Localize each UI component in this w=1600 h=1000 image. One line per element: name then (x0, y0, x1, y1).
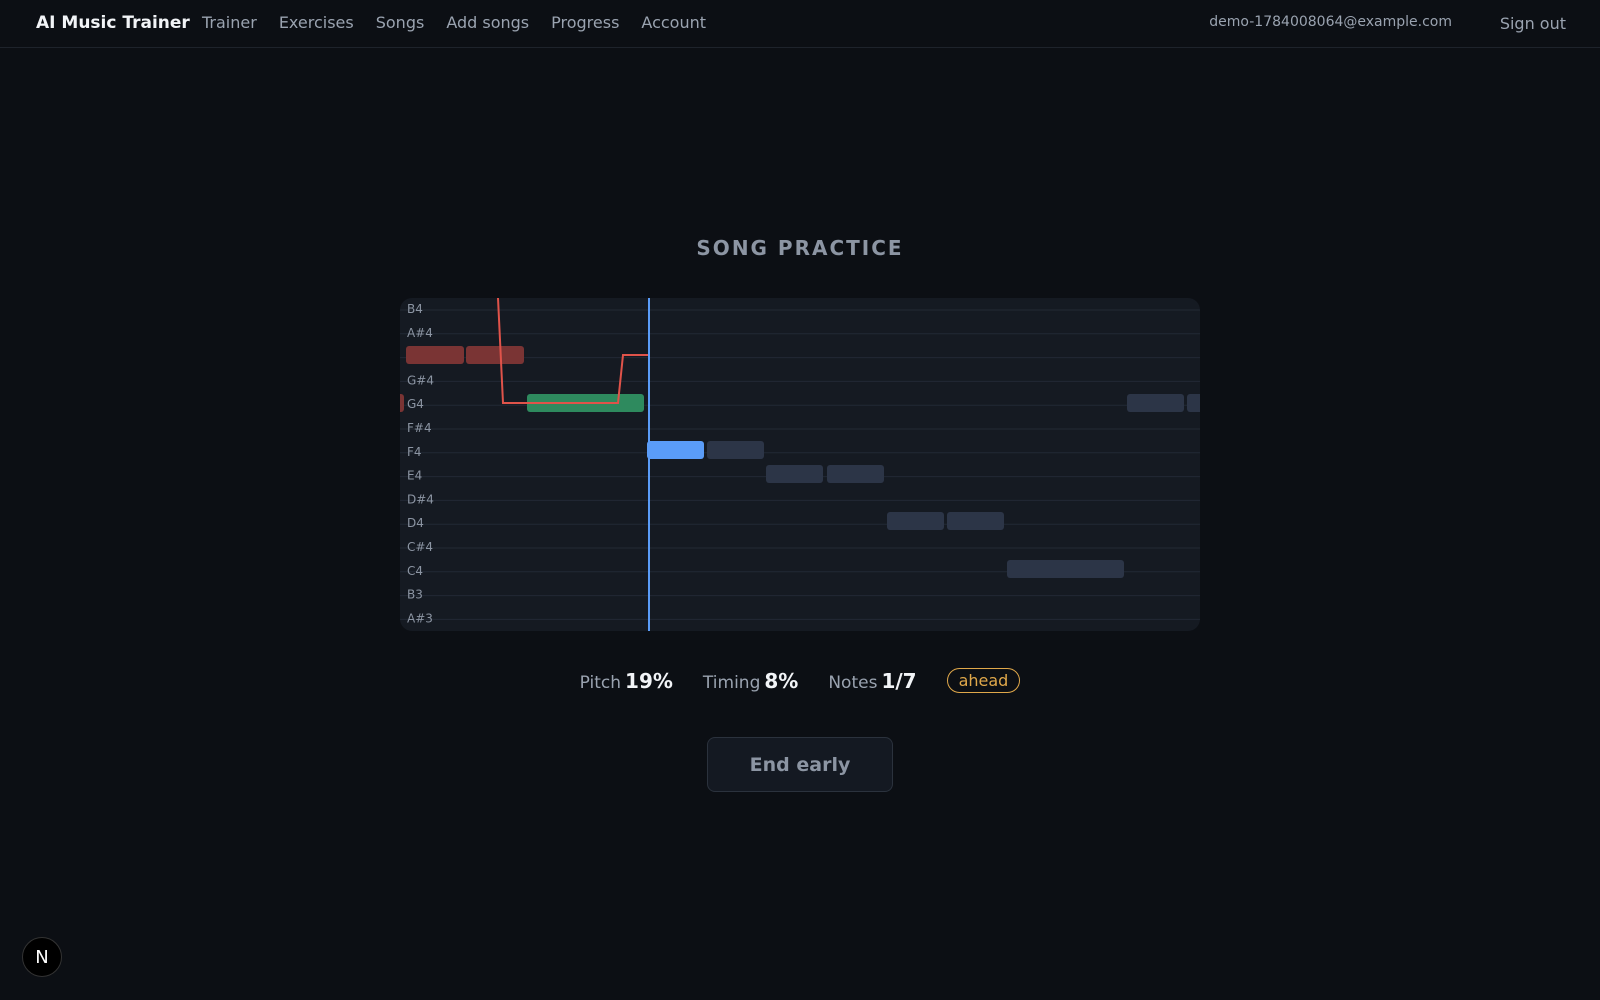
pitch-label: D#4 (407, 492, 434, 506)
pitch-label: F#4 (407, 421, 432, 435)
pitch-label: G4 (407, 397, 424, 411)
sung-pitch-line (497, 298, 649, 404)
page-title: SONG PRACTICE (696, 236, 904, 260)
stat-label: Notes (828, 672, 878, 693)
navbar: AI Music Trainer Trainer Exercises Songs Ad… (0, 0, 1600, 48)
pitch-label: G#4 (407, 373, 434, 387)
end-early-button[interactable]: End early (707, 737, 893, 792)
stats: Pitch 19% Timing 8% Notes 1/7 ahead (0, 668, 1600, 693)
stat-value: 1/7 (881, 668, 917, 693)
nav-link[interactable]: Exercises (278, 13, 354, 32)
stat-value: 19% (625, 668, 673, 693)
nav-links: Trainer Exercises Songs Add songs Progress Ac… (202, 13, 706, 32)
pitch-label: B3 (407, 588, 423, 602)
pitch-label: D4 (407, 516, 424, 530)
pitch-label: F4 (407, 445, 422, 459)
pitch-label: A#4 (407, 326, 433, 340)
stat-value: 8% (764, 668, 799, 693)
nav-link[interactable]: Trainer (202, 13, 257, 32)
pitch-label: E4 (407, 469, 422, 483)
stat-label: Timing (702, 672, 761, 693)
nav-link[interactable]: Progress (551, 13, 620, 32)
nav-link[interactable]: Songs (375, 13, 425, 32)
dev-badge[interactable]: N (22, 937, 62, 977)
pitch-label: C4 (407, 564, 423, 578)
stat: Pitch 19% (580, 669, 673, 693)
nav-link[interactable]: Account (641, 13, 707, 32)
user-email: demo-1784008064@example.com (1209, 14, 1452, 30)
stat: Timing 8% (703, 669, 798, 693)
sign-out[interactable]: Sign out (1499, 14, 1566, 33)
pitch-label: A#3 (407, 611, 433, 625)
brand[interactable]: AI Music Trainer (36, 13, 190, 33)
pitch-label: C#4 (407, 540, 433, 554)
status-pill: ahead (946, 668, 1021, 693)
nav-link[interactable]: Add songs (446, 13, 530, 32)
pitch-label: B4 (407, 302, 423, 316)
stat: Notes 1/7 (828, 669, 916, 693)
stat-label: Pitch (579, 672, 622, 693)
